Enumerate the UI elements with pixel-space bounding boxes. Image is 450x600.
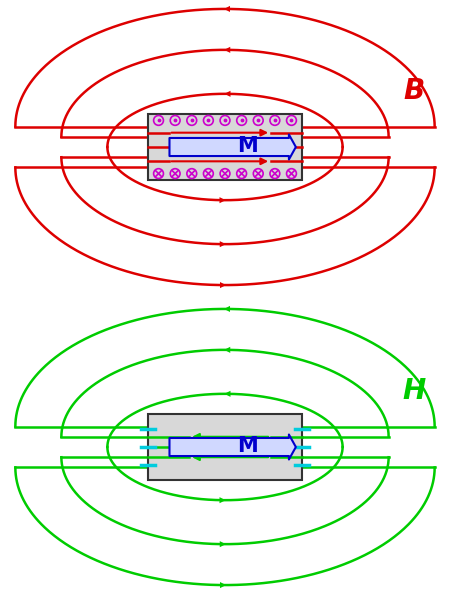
Text: H: H (403, 377, 426, 405)
Text: M: M (237, 136, 258, 156)
Bar (148, 114, 302, 180)
Text: M: M (237, 436, 258, 456)
Bar (148, 414, 302, 480)
Text: B: B (404, 77, 425, 105)
